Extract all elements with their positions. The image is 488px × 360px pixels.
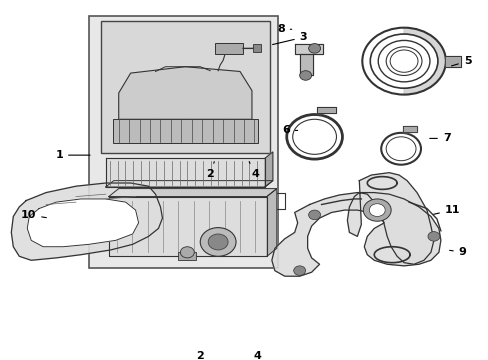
Text: 8: 8 bbox=[277, 24, 291, 34]
Polygon shape bbox=[105, 181, 272, 187]
Circle shape bbox=[427, 231, 439, 241]
Text: 10: 10 bbox=[21, 210, 46, 220]
Polygon shape bbox=[402, 126, 416, 132]
Circle shape bbox=[299, 71, 311, 80]
Bar bbox=[178, 252, 196, 260]
Polygon shape bbox=[294, 44, 322, 54]
Text: 7: 7 bbox=[429, 134, 450, 143]
Polygon shape bbox=[346, 173, 433, 264]
Polygon shape bbox=[11, 183, 162, 260]
Polygon shape bbox=[27, 199, 138, 247]
Text: 2: 2 bbox=[206, 162, 214, 179]
Circle shape bbox=[368, 204, 385, 216]
Polygon shape bbox=[264, 152, 272, 187]
Bar bbox=[113, 119, 257, 143]
Polygon shape bbox=[299, 54, 312, 76]
Polygon shape bbox=[266, 189, 276, 256]
Text: 6: 6 bbox=[281, 125, 297, 135]
Bar bbox=[215, 43, 243, 54]
Polygon shape bbox=[271, 193, 440, 276]
Polygon shape bbox=[108, 197, 266, 256]
Text: 5: 5 bbox=[450, 56, 470, 66]
Circle shape bbox=[293, 266, 305, 275]
Circle shape bbox=[389, 50, 417, 72]
Bar bbox=[101, 21, 269, 153]
Text: 9: 9 bbox=[448, 247, 466, 257]
Text: 2: 2 bbox=[196, 351, 203, 360]
Text: 11: 11 bbox=[433, 205, 459, 215]
Circle shape bbox=[180, 247, 194, 258]
Circle shape bbox=[308, 210, 320, 220]
Circle shape bbox=[208, 234, 227, 250]
Polygon shape bbox=[403, 28, 445, 95]
Text: 4: 4 bbox=[249, 162, 258, 179]
Polygon shape bbox=[316, 107, 336, 113]
Polygon shape bbox=[119, 67, 251, 119]
Bar bbox=[252, 44, 261, 52]
Bar bbox=[89, 16, 277, 268]
Text: 4: 4 bbox=[253, 351, 262, 360]
Circle shape bbox=[308, 44, 320, 53]
Polygon shape bbox=[105, 158, 264, 187]
Text: 3: 3 bbox=[272, 32, 306, 45]
Polygon shape bbox=[108, 189, 276, 197]
Polygon shape bbox=[445, 55, 460, 67]
Circle shape bbox=[200, 228, 236, 256]
Circle shape bbox=[363, 199, 390, 221]
Text: 1: 1 bbox=[55, 150, 90, 160]
